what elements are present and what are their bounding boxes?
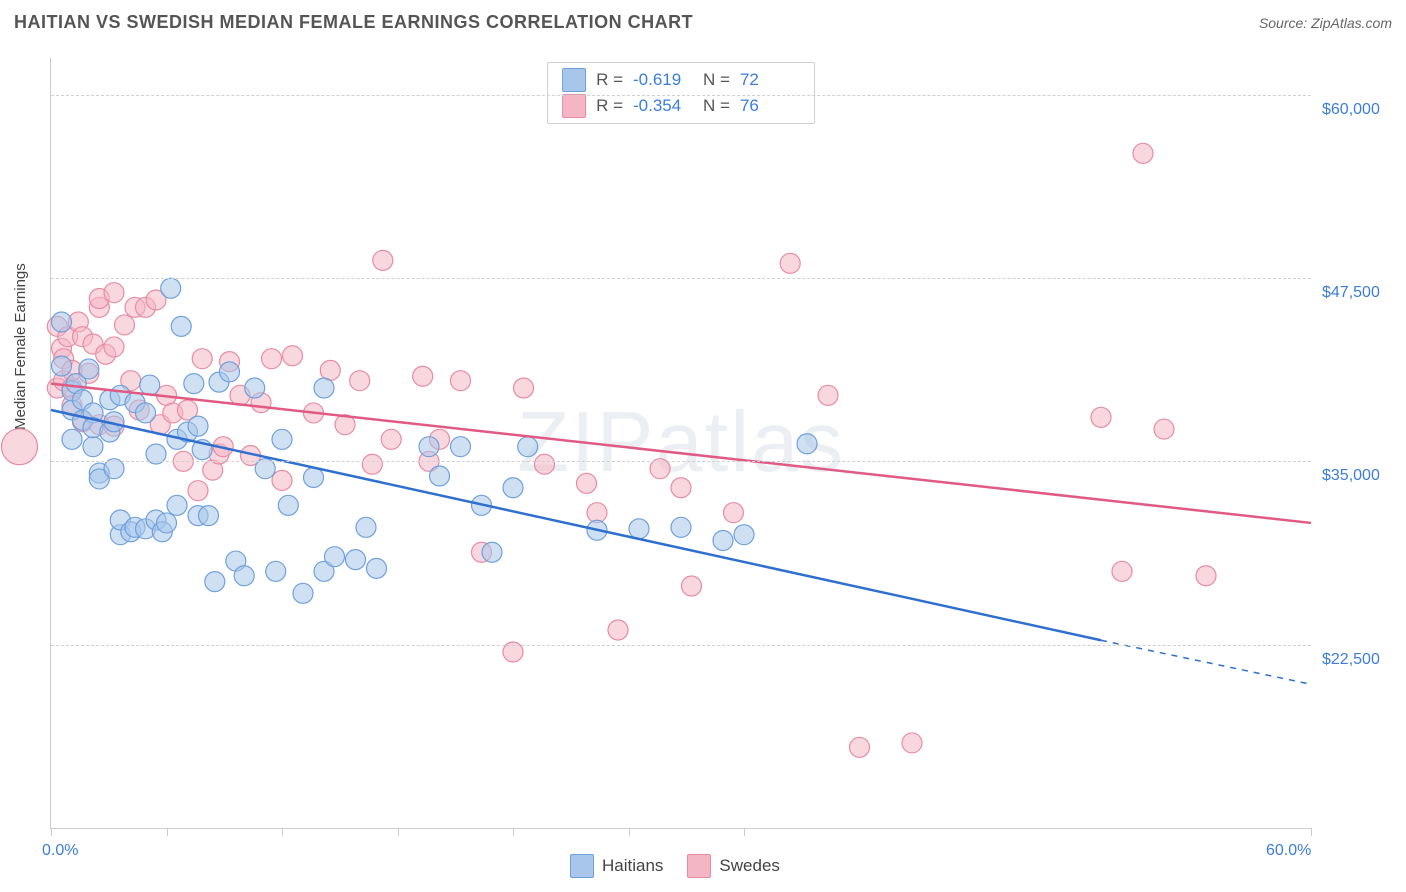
legend-item: Swedes: [687, 854, 779, 878]
y-axis-label: Median Female Earnings: [12, 263, 29, 430]
legend-swatch: [570, 854, 594, 878]
series-legend: Haitians Swedes: [570, 854, 780, 878]
source-attribution: Source: ZipAtlas.com: [1259, 15, 1392, 31]
y-tick-label: $60,000: [1322, 101, 1380, 119]
correlation-legend: R =-0.619N =72R =-0.354N =76: [547, 62, 815, 124]
correlation-legend-row: R =-0.354N =76: [562, 94, 800, 118]
legend-label: Swedes: [719, 856, 779, 876]
x-tick-label: 0.0%: [42, 842, 78, 860]
legend-swatch: [562, 68, 586, 92]
y-tick-label: $22,500: [1322, 651, 1380, 669]
x-tick-label: 60.0%: [1266, 842, 1311, 860]
legend-swatch: [687, 854, 711, 878]
legend-item: Haitians: [570, 854, 663, 878]
chart-plot-area: ZIPatlas R =-0.619N =72R =-0.354N =76: [50, 58, 1311, 829]
legend-swatch: [562, 94, 586, 118]
y-tick-label: $35,000: [1322, 467, 1380, 485]
chart-title: HAITIAN VS SWEDISH MEDIAN FEMALE EARNING…: [14, 12, 693, 33]
legend-label: Haitians: [602, 856, 663, 876]
scatter-svg: [51, 58, 1311, 828]
y-tick-label: $47,500: [1322, 284, 1380, 302]
correlation-legend-row: R =-0.619N =72: [562, 68, 800, 92]
